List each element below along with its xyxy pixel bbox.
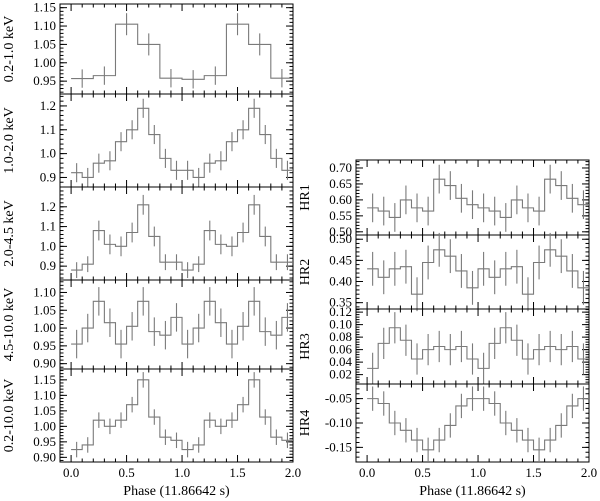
panel-8-ytick-label: 0.04 <box>329 354 352 369</box>
panel-7-ytick-label: 0.40 <box>329 274 352 289</box>
panel-7-ylabel: HR2 <box>298 259 313 285</box>
panel-2-ytick-label: 1.1 <box>40 122 56 137</box>
panel-6-ylabel: HR1 <box>298 184 313 210</box>
panel-2-series-line <box>71 107 293 179</box>
panel-1-ytick-label: 1.15 <box>33 0 56 15</box>
panel-7-series-line <box>367 249 589 295</box>
panel-5-series-line <box>71 379 293 451</box>
panel-5-ytick-label: 1.10 <box>33 387 56 402</box>
panel-9-ytick-label: -0.15 <box>325 439 352 454</box>
panel-5-ytick-label: 1.15 <box>33 372 56 387</box>
panel-3-ytick-label: 1.2 <box>40 199 56 214</box>
panel-6-ytick-label: 0.55 <box>329 208 352 223</box>
panel-9-xlabel: Phase (11.86642 s) <box>419 484 526 499</box>
panel-1-ylabel: 0.2-1.0 keV <box>2 16 17 83</box>
panel-4-series-line <box>71 300 293 345</box>
panel-7-ytick-label: 0.35 <box>329 295 352 310</box>
panel-6-ytick-label: 0.70 <box>329 160 352 175</box>
panel-2-ytick-label: 1.2 <box>40 98 56 113</box>
panel-4-ytick-label: 1.00 <box>33 320 56 335</box>
panel-1-ytick-label: 0.95 <box>33 73 56 88</box>
panel-9-xtick-label: 0.5 <box>414 465 430 480</box>
panel-4-ytick-label: 1.05 <box>33 302 56 317</box>
panel-2-ytick-label: 0.9 <box>40 169 56 184</box>
panel-5-ytick-label: 1.00 <box>33 418 56 433</box>
panel-5-ytick-label: 0.90 <box>33 449 56 464</box>
panel-9-ytick-label: -0.10 <box>325 415 352 430</box>
panel-9-xtick-label: 1.0 <box>470 465 486 480</box>
panel-9-ylabel: HR4 <box>298 410 313 436</box>
panel-3-ylabel: 2.0-4.5 keV <box>2 200 17 267</box>
panel-7-ytick-label: 0.50 <box>329 231 352 246</box>
panel-8-ytick-label: 0.10 <box>329 317 352 332</box>
panel-1-ytick-label: 1.10 <box>33 18 56 33</box>
panel-3-ytick-label: 1.0 <box>40 238 56 253</box>
panel-2-ytick-label: 1.0 <box>40 146 56 161</box>
panel-8-ytick-label: 0.06 <box>329 342 352 357</box>
panel-6-series-line <box>367 178 589 218</box>
panel-4-ytick-label: 0.90 <box>33 356 56 371</box>
panel-4-ytick-label: 1.10 <box>33 284 56 299</box>
panel-5-ylabel: 0.2-10.0 keV <box>2 379 17 453</box>
panel-3-ytick-label: 0.9 <box>40 258 56 273</box>
panel-9-xtick-label: 2.0 <box>581 465 597 480</box>
panel-1-frame <box>59 3 294 95</box>
panel-1-series-line <box>71 23 293 80</box>
panel-6-ytick-label: 0.50 <box>329 224 352 239</box>
panel-8-ytick-label: 0.08 <box>329 329 352 344</box>
panel-5-xlabel: Phase (11.86642 s) <box>123 484 230 499</box>
panel-5-xtick-label: 1.0 <box>174 465 190 480</box>
panel-8-ylabel: HR3 <box>298 333 313 359</box>
panel-8-series-line <box>367 327 589 369</box>
panel-4-ytick-label: 0.95 <box>33 338 56 353</box>
panel-6-ytick-label: 0.65 <box>329 176 352 191</box>
panel-7-ytick-label: 0.45 <box>329 252 352 267</box>
panel-5-xtick-label: 0.5 <box>118 465 134 480</box>
panel-9-ytick-label: -0.05 <box>325 391 352 406</box>
panel-4-ylabel: 4.5-10.0 keV <box>2 288 17 362</box>
panel-5-xtick-label: 2.0 <box>285 465 301 480</box>
panel-1-ytick-label: 1.00 <box>33 55 56 70</box>
panel-1-ytick-label: 1.05 <box>33 36 56 51</box>
panel-5-xtick-label: 1.5 <box>229 465 245 480</box>
panel-8-ytick-label: 0.12 <box>329 304 352 319</box>
panel-3-ytick-label: 1.1 <box>40 219 56 234</box>
panel-3-series-line <box>71 204 293 271</box>
panel-5-ytick-label: 1.05 <box>33 403 56 418</box>
panel-9-series-line <box>367 398 589 451</box>
panel-6-ytick-label: 0.60 <box>329 192 352 207</box>
panel-8-ytick-label: 0.02 <box>329 367 352 382</box>
panel-9-xtick-label: 0.0 <box>359 465 375 480</box>
panel-5-ytick-label: 0.95 <box>33 434 56 449</box>
panel-9-xtick-label: 1.5 <box>525 465 541 480</box>
panel-5-xtick-label: 0.0 <box>63 465 79 480</box>
panel-2-ylabel: 1.0-2.0 keV <box>2 107 17 174</box>
panel-5-frame <box>59 368 294 463</box>
